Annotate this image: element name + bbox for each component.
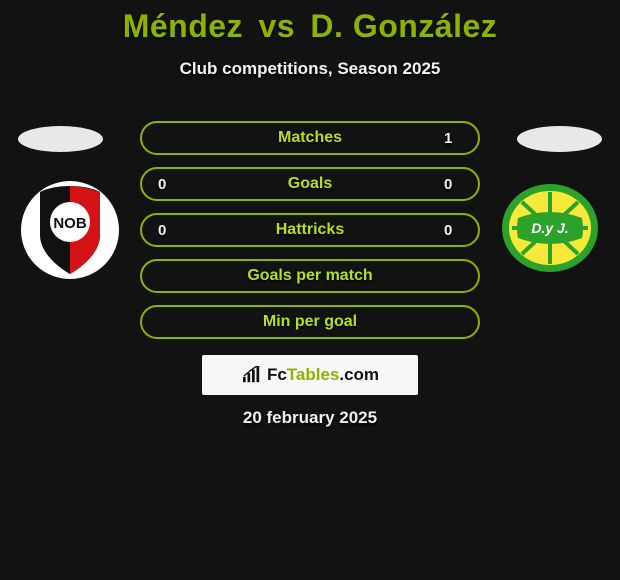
- stat-label: Matches: [278, 129, 342, 147]
- bar-chart-icon: [241, 366, 263, 384]
- stat-label: Goals: [288, 175, 332, 193]
- comparison-title: Méndez vs D. González: [0, 0, 620, 45]
- player2-club-badge: D.y J.: [500, 180, 600, 280]
- stat-row: 0 Hattricks 0: [140, 213, 480, 247]
- badge-left-text: NOB: [53, 215, 87, 232]
- player1-club-badge: NOB: [20, 180, 120, 280]
- stat-right-value: 0: [444, 222, 462, 239]
- player1-name: Méndez: [123, 8, 243, 44]
- brand-text: FcTables.com: [267, 365, 379, 385]
- brand-tables: Tables: [287, 365, 340, 384]
- brand-fc: Fc: [267, 365, 287, 384]
- stat-label: Min per goal: [263, 313, 357, 331]
- stat-right-value: 0: [444, 176, 462, 193]
- stat-left-value: 0: [158, 222, 176, 239]
- stat-row: Goals per match: [140, 259, 480, 293]
- stat-row: 0 Goals 0: [140, 167, 480, 201]
- stats-rows: Matches 1 0 Goals 0 0 Hattricks 0 Goals …: [140, 121, 480, 351]
- player2-name: D. González: [310, 8, 497, 44]
- badge-right-text: D.y J.: [531, 220, 568, 236]
- stat-label: Goals per match: [247, 267, 372, 285]
- stat-left-value: 0: [158, 176, 176, 193]
- subtitle: Club competitions, Season 2025: [0, 59, 620, 79]
- stat-row: Min per goal: [140, 305, 480, 339]
- stat-row: Matches 1: [140, 121, 480, 155]
- brand-com: .com: [339, 365, 379, 384]
- vs-label: vs: [258, 8, 295, 44]
- stat-right-value: 1: [444, 130, 462, 147]
- player1-avatar-placeholder: [18, 126, 103, 152]
- brand-box: FcTables.com: [202, 355, 418, 395]
- player2-avatar-placeholder: [517, 126, 602, 152]
- stat-label: Hattricks: [276, 221, 344, 239]
- date-label: 20 february 2025: [0, 408, 620, 428]
